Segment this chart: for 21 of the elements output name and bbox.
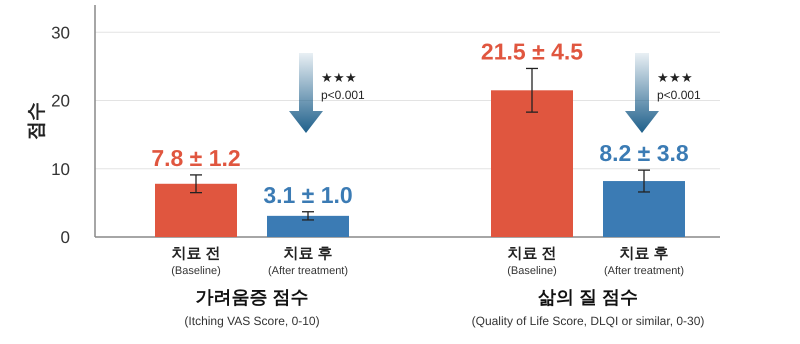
data-label: 3.1 ± 1.0 — [263, 182, 353, 208]
bar — [155, 184, 237, 237]
y-tick-label: 30 — [51, 23, 70, 42]
annotation: ★★★ p<0.001 — [321, 70, 366, 102]
y-tick-label: 10 — [51, 160, 70, 179]
data-label: 21.5 ± 4.5 — [480, 38, 584, 64]
bar — [491, 90, 573, 237]
bar — [267, 216, 349, 237]
x-tick-label: 치료 후 (After treatment) — [268, 245, 348, 277]
bar — [603, 181, 685, 237]
annotation: ★★★ p<0.001 — [657, 70, 702, 102]
y-axis-title: 점수 — [26, 102, 47, 140]
text: 가려움증 점수 (Itching VAS Score, 0-10) — [184, 287, 320, 328]
data-label: 8.2 ± 3.8 — [599, 140, 689, 166]
x-tick-label: 치료 후 (After treatment) — [604, 245, 684, 277]
y-tick-label: 20 — [51, 92, 70, 111]
text: 삶의 질 점수 (Quality of Life Score, DLQI or similar, 0-30) — [472, 287, 704, 328]
data-label: 7.8 ± 1.2 — [151, 144, 241, 171]
x-tick-label: 치료 전 (Baseline) — [171, 245, 221, 277]
x-tick-label: 치료 전 (Baseline) — [507, 245, 557, 277]
y-tick-label: 0 — [60, 228, 70, 247]
